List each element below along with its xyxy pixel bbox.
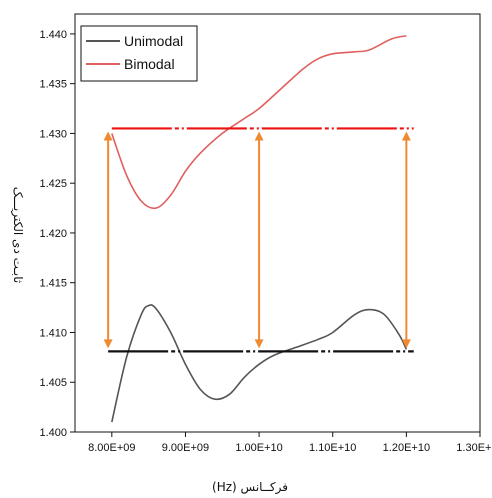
double-arrow-2 [254, 131, 264, 349]
legend-label-unimodal: Unimodal [124, 33, 183, 49]
x-tick-label: 8.00E+09 [88, 442, 135, 454]
x-tick-label: 1.30E+10 [456, 442, 492, 454]
arrow-head-down [103, 339, 113, 349]
y-tick-label: 1.435 [39, 79, 67, 91]
x-tick-label: 9.00E+09 [162, 442, 209, 454]
x-axis-title: فرکــانس (Hz) [212, 480, 288, 495]
arrow-head-down [401, 339, 411, 349]
x-tick-label: 1.20E+10 [383, 442, 430, 454]
plot-frame [74, 13, 481, 433]
y-tick-label: 1.430 [39, 128, 67, 140]
x-tick-label: 1.00E+10 [235, 442, 282, 454]
arrow-head-up [401, 131, 411, 141]
double-arrow-3 [401, 131, 411, 349]
arrow-head-up [254, 131, 264, 141]
y-tick-label: 1.425 [39, 178, 67, 190]
legend: Unimodal Bimodal [80, 25, 198, 82]
y-tick-label: 1.420 [39, 228, 67, 240]
x-tick-label: 1.10E+10 [309, 442, 356, 454]
double-arrow-1 [103, 131, 113, 349]
y-tick-label: 1.440 [39, 29, 67, 41]
series-line-bimodal [111, 35, 407, 210]
legend-box [80, 25, 198, 82]
y-axis-title: ثابـت دی الکتریـــک [10, 187, 25, 284]
series-line-unimodal [111, 304, 408, 423]
y-tick-label: 1.405 [39, 377, 67, 389]
arrow-head-down [254, 339, 264, 349]
y-tick-label: 1.400 [39, 427, 67, 439]
y-tick-label: 1.415 [39, 278, 67, 290]
legend-label-bimodal: Bimodal [124, 56, 175, 72]
arrow-head-up [103, 131, 113, 141]
y-tick-label: 1.410 [39, 327, 67, 339]
